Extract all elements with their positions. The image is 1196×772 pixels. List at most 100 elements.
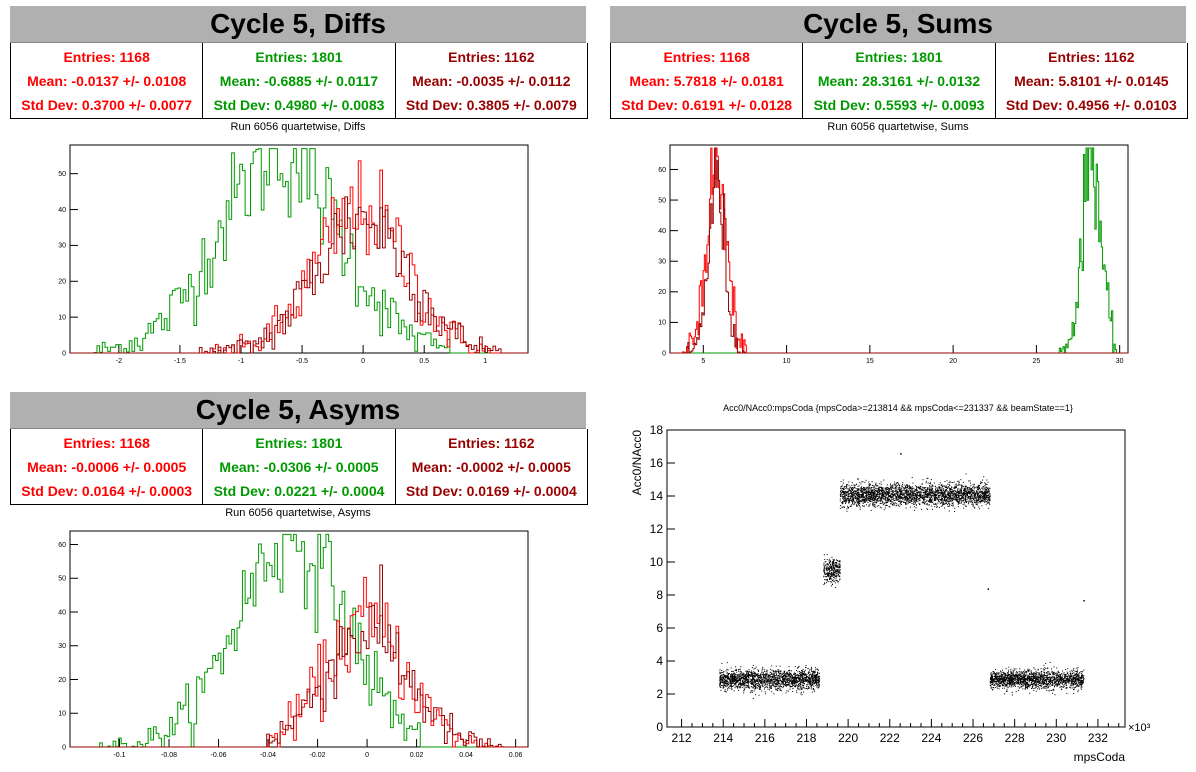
stat-entries: Entries: 1801 xyxy=(255,49,343,65)
asyms-subtitle: Run 6056 quartetwise, Asyms xyxy=(225,507,371,519)
x-tick-label: -0.08 xyxy=(161,752,177,759)
y-tick-label: 60 xyxy=(658,167,666,174)
stat-entries: Entries: 1168 xyxy=(63,49,150,65)
stat-std: Std Dev: 0.0221 +/- 0.0004 xyxy=(213,483,385,499)
x-tick-label: 1 xyxy=(483,358,487,365)
y-tick-label: 20 xyxy=(658,289,666,296)
sums-title: Cycle 5, Sums xyxy=(610,6,1186,43)
asyms-stat-red: Entries: 1168 Mean: -0.0006 +/- 0.0005 S… xyxy=(11,429,202,504)
scatter-points xyxy=(719,453,1085,699)
stat-entries: Entries: 1162 xyxy=(448,435,535,451)
plot-frame xyxy=(69,530,529,748)
y-tick-label: 10 xyxy=(58,314,66,321)
sums-stats-box: Entries: 1168 Mean: 5.7818 +/- 0.0181 St… xyxy=(610,43,1188,119)
diffs-stats-box: Entries: 1168 Mean: -0.0137 +/- 0.0108 S… xyxy=(10,43,588,119)
stat-entries: Entries: 1162 xyxy=(1048,49,1135,65)
diffs-stat-green: Entries: 1801 Mean: -0.6885 +/- 0.0117 S… xyxy=(202,43,394,118)
x-tick-label: 10 xyxy=(783,358,791,365)
sums-subtitle: Run 6056 quartetwise, Sums xyxy=(827,121,969,133)
histogram-series-2 xyxy=(670,147,1128,354)
y-tick-label: 20 xyxy=(58,677,66,684)
y-tick-label: 0 xyxy=(62,350,66,357)
histogram-series-0 xyxy=(70,533,528,748)
x-tick-label: 230 xyxy=(1046,731,1066,745)
x-tick-label: 224 xyxy=(921,731,941,745)
stat-mean: Mean: 5.8101 +/- 0.0145 xyxy=(1014,73,1169,89)
histogram-series-2 xyxy=(70,564,528,748)
y-tick-label: 40 xyxy=(658,228,666,235)
stat-mean: Mean: -0.0006 +/- 0.0005 xyxy=(27,459,187,475)
x-axis-multiplier: ×10³ xyxy=(1128,722,1151,734)
plot-frame xyxy=(69,144,529,354)
histogram-series-1 xyxy=(70,576,528,748)
y-tick-label: 16 xyxy=(650,456,664,470)
stat-mean: Mean: 5.7818 +/- 0.0181 xyxy=(629,73,784,89)
x-tick-label: -0.06 xyxy=(211,752,227,759)
x-axis-label: mpsCoda xyxy=(1074,750,1126,764)
sums-stat-red: Entries: 1168 Mean: 5.7818 +/- 0.0181 St… xyxy=(611,43,802,118)
y-tick-label: 50 xyxy=(658,197,666,204)
x-tick-label: 214 xyxy=(713,731,733,745)
plot-frame xyxy=(666,429,1126,728)
stat-std: Std Dev: 0.0169 +/- 0.0004 xyxy=(405,483,577,499)
y-tick-label: 10 xyxy=(658,320,666,327)
y-tick-label: 14 xyxy=(650,489,664,503)
histogram-series-1 xyxy=(670,147,1128,354)
stat-mean: Mean: 28.3161 +/- 0.0132 xyxy=(817,73,981,89)
stat-mean: Mean: -0.0306 +/- 0.0005 xyxy=(219,459,379,475)
x-tick-label: 218 xyxy=(796,731,816,745)
stat-std: Std Dev: 0.0164 +/- 0.0003 xyxy=(21,483,193,499)
stat-mean: Mean: -0.0002 +/- 0.0005 xyxy=(411,459,571,475)
x-tick-label: 20 xyxy=(949,358,957,365)
x-tick-label: 0.06 xyxy=(509,752,523,759)
y-tick-label: 30 xyxy=(658,259,666,266)
y-tick-label: 12 xyxy=(650,522,664,536)
scatter-plot: 212 214 216 218 220 222 224 226 228 230 232 0 2 4 6 8 10… xyxy=(630,423,1151,764)
y-tick-label: 2 xyxy=(656,687,663,701)
x-tick-label: 232 xyxy=(1088,731,1108,745)
x-tick-label: 0 xyxy=(361,358,365,365)
asyms-stats-box: Entries: 1168 Mean: -0.0006 +/- 0.0005 S… xyxy=(10,429,588,505)
y-tick-label: 40 xyxy=(58,609,66,616)
stat-entries: Entries: 1168 xyxy=(63,435,150,451)
x-tick-label: -0.02 xyxy=(310,752,326,759)
asyms-title: Cycle 5, Asyms xyxy=(10,392,586,429)
stat-entries: Entries: 1801 xyxy=(855,49,943,65)
y-axis-label: Acc0/NAcc0 xyxy=(630,430,644,496)
sums-histogram: 5 10 15 20 25 30 0 10 20 30 40 50 60 xyxy=(658,144,1129,365)
x-tick-label: 226 xyxy=(963,731,983,745)
y-tick-label: 0 xyxy=(62,744,66,751)
x-tick-label: -0.1 xyxy=(113,752,125,759)
y-tick-label: 20 xyxy=(58,279,66,286)
y-tick-label: 60 xyxy=(58,542,66,549)
y-tick-label: 8 xyxy=(656,588,663,602)
histogram-series-0 xyxy=(670,147,1128,354)
y-tick-label: 0 xyxy=(662,350,666,357)
sums-stat-green: Entries: 1801 Mean: 28.3161 +/- 0.0132 S… xyxy=(802,43,994,118)
x-tick-label: -0.5 xyxy=(296,358,308,365)
histogram-series-2 xyxy=(70,196,528,354)
y-tick-label: 0 xyxy=(656,720,663,734)
x-tick-label: 5 xyxy=(701,358,705,365)
y-tick-label: 30 xyxy=(58,643,66,650)
asyms-stat-green: Entries: 1801 Mean: -0.0306 +/- 0.0005 S… xyxy=(202,429,394,504)
stat-std: Std Dev: 0.5593 +/- 0.0093 xyxy=(813,97,985,113)
y-tick-label: 4 xyxy=(656,654,663,668)
stat-std: Std Dev: 0.4956 +/- 0.0103 xyxy=(1005,97,1177,113)
diffs-subtitle: Run 6056 quartetwise, Diffs xyxy=(230,121,366,133)
x-tick-label: 220 xyxy=(838,731,858,745)
x-tick-label: -2 xyxy=(116,358,122,365)
y-tick-label: 30 xyxy=(58,243,66,250)
y-tick-label: 10 xyxy=(650,555,664,569)
x-tick-label: 15 xyxy=(866,358,874,365)
stat-std: Std Dev: 0.6191 +/- 0.0128 xyxy=(621,97,793,113)
diffs-title: Cycle 5, Diffs xyxy=(10,6,586,43)
y-tick-label: 40 xyxy=(58,207,66,214)
x-tick-label: -0.04 xyxy=(260,752,276,759)
stat-entries: Entries: 1801 xyxy=(255,435,343,451)
y-tick-label: 50 xyxy=(58,171,66,178)
diffs-stat-darkred: Entries: 1162 Mean: -0.0035 +/- 0.0112 S… xyxy=(394,43,587,118)
plot-frame xyxy=(669,144,1129,354)
y-tick-label: 18 xyxy=(650,423,664,437)
